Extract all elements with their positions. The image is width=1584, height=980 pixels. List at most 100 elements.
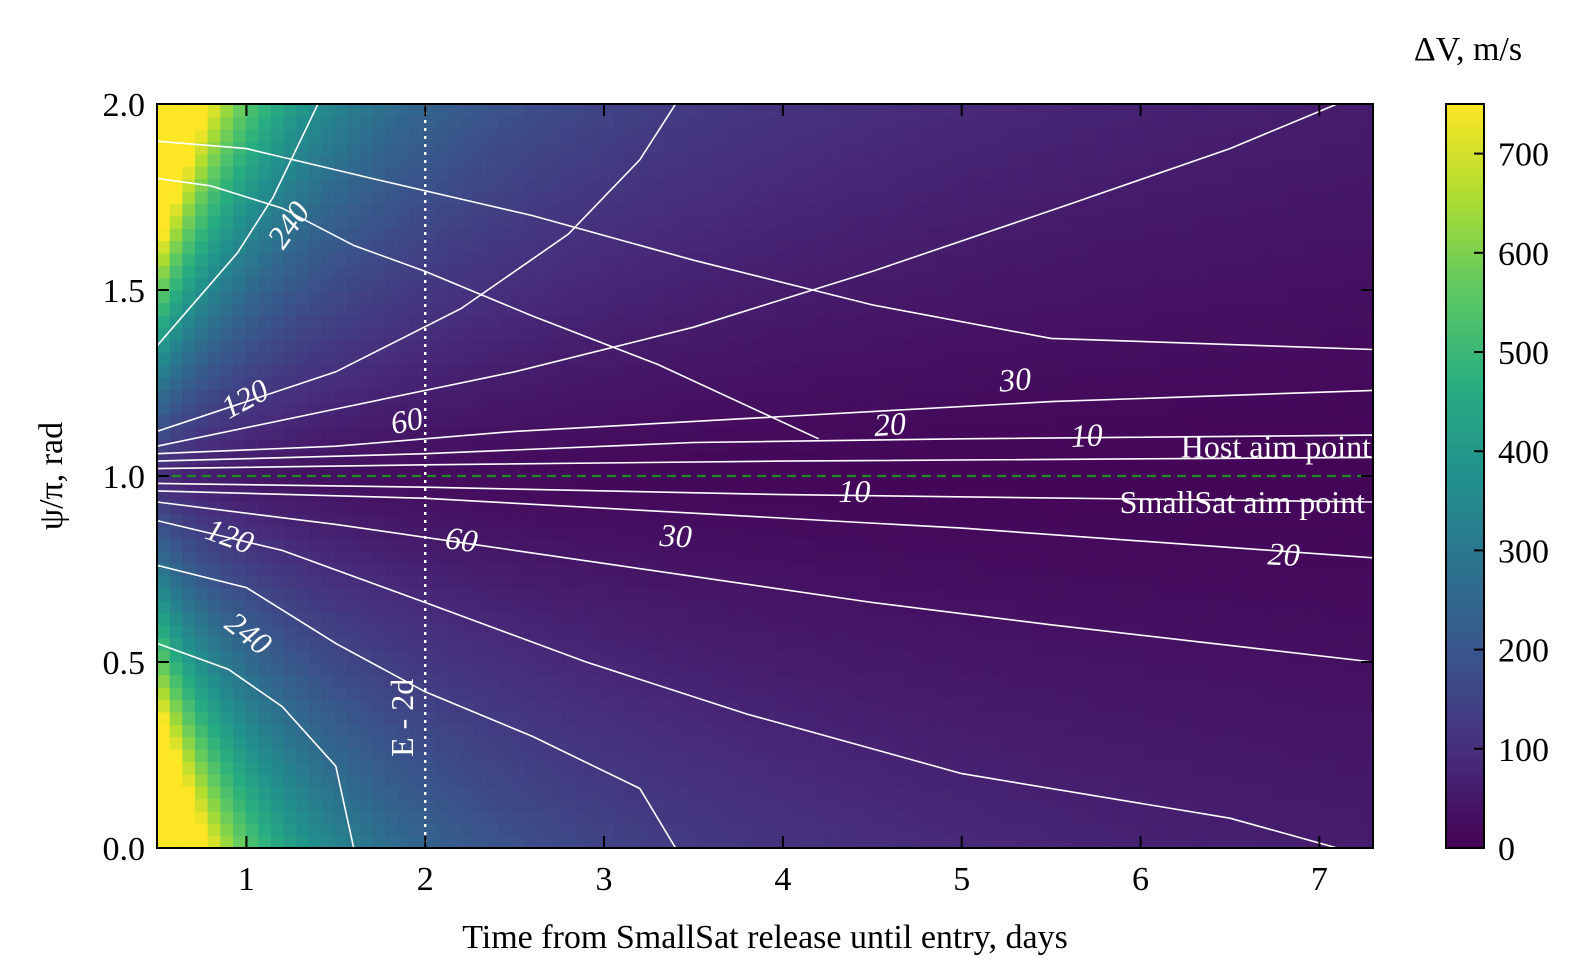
heatmap-cell xyxy=(638,327,652,341)
heatmap-cell xyxy=(296,798,310,812)
heatmap-cell xyxy=(410,215,424,229)
heatmap-cell xyxy=(511,649,526,663)
heatmap-cell xyxy=(701,364,716,378)
heatmap-cell xyxy=(537,600,551,614)
heatmap-cell xyxy=(803,339,817,353)
heatmap-cell xyxy=(942,525,956,539)
heatmap-cell xyxy=(853,314,868,328)
heatmap-cell xyxy=(321,128,336,142)
heatmap-cell xyxy=(1081,265,1096,279)
heatmap-cell xyxy=(1183,215,1197,229)
heatmap-cell xyxy=(537,141,551,155)
heatmap-cell xyxy=(891,550,906,564)
heatmap-cell xyxy=(271,314,285,328)
heatmap-cell xyxy=(613,649,627,663)
heatmap-cell xyxy=(955,277,969,291)
heatmap-cell xyxy=(1031,575,1045,589)
heatmap-cell xyxy=(537,228,551,242)
heatmap-cell xyxy=(638,835,652,848)
heatmap-cell xyxy=(1081,786,1096,800)
heatmap-cell xyxy=(524,761,538,775)
heatmap-cell xyxy=(891,513,906,527)
heatmap-cell xyxy=(1208,823,1222,837)
heatmap-cell xyxy=(727,302,741,316)
heatmap-cell xyxy=(575,463,589,477)
heatmap-cell xyxy=(866,550,880,564)
heatmap-cell xyxy=(347,724,361,738)
heatmap-cell xyxy=(651,538,665,552)
heatmap-cell xyxy=(372,215,386,229)
heatmap-cell xyxy=(879,252,893,266)
heatmap-cell xyxy=(904,190,918,204)
heatmap-cell xyxy=(815,352,830,366)
heatmap-cell xyxy=(853,674,868,688)
heatmap-cell xyxy=(1005,476,1020,490)
heatmap-cell xyxy=(739,686,754,700)
heatmap-cell xyxy=(714,562,728,576)
heatmap-cell xyxy=(1195,438,1210,452)
heatmap-cell xyxy=(271,352,285,366)
heatmap-cell xyxy=(689,798,703,812)
heatmap-cell xyxy=(1043,575,1058,589)
heatmap-cell xyxy=(1069,401,1083,415)
heatmap-cell xyxy=(1018,637,1032,651)
heatmap-cell xyxy=(866,339,880,353)
heatmap-cell xyxy=(917,823,931,837)
heatmap-cell xyxy=(296,302,310,316)
heatmap-cell xyxy=(486,786,500,800)
heatmap-cell xyxy=(993,252,1007,266)
heatmap-cell xyxy=(195,810,209,824)
heatmap-cell xyxy=(499,773,513,787)
heatmap-cell xyxy=(423,290,437,304)
heatmap-cell xyxy=(663,352,678,366)
heatmap-cell xyxy=(347,228,361,242)
heatmap-cell xyxy=(701,104,716,118)
heatmap-cell xyxy=(967,810,982,824)
heatmap-cell xyxy=(473,240,488,254)
heatmap-cell xyxy=(309,178,323,192)
heatmap-cell xyxy=(499,364,513,378)
heatmap-cell xyxy=(549,600,564,614)
heatmap-cell xyxy=(271,228,285,242)
heatmap-cell xyxy=(613,699,627,713)
heatmap-cell xyxy=(727,637,741,651)
heatmap-cell xyxy=(625,364,640,378)
heatmap-cell xyxy=(904,773,918,787)
heatmap-cell xyxy=(1170,153,1184,167)
heatmap-cell xyxy=(752,550,766,564)
heatmap-cell xyxy=(397,773,412,787)
heatmap-cell xyxy=(879,203,893,217)
heatmap-cell xyxy=(334,302,348,316)
heatmap-cell xyxy=(879,674,893,688)
heatmap-cell xyxy=(296,699,310,713)
heatmap-cell xyxy=(841,798,855,812)
heatmap-cell xyxy=(625,290,640,304)
heatmap-cell xyxy=(1081,389,1096,403)
heatmap-cell xyxy=(359,562,374,576)
heatmap-cell xyxy=(613,736,627,750)
heatmap-cell xyxy=(587,612,602,626)
heatmap-cell xyxy=(1208,699,1222,713)
heatmap-cell xyxy=(967,240,982,254)
heatmap-cell xyxy=(917,500,931,514)
heatmap-cell xyxy=(195,798,209,812)
heatmap-cell xyxy=(689,624,703,638)
heatmap-cell xyxy=(575,476,589,490)
heatmap-cell xyxy=(245,786,260,800)
heatmap-cell xyxy=(714,178,728,192)
heatmap-cell xyxy=(1043,538,1058,552)
heatmap-cell xyxy=(993,414,1007,428)
heatmap-cell xyxy=(1005,414,1020,428)
heatmap-cell xyxy=(397,290,412,304)
heatmap-cell xyxy=(271,810,285,824)
heatmap-cell xyxy=(575,376,589,390)
heatmap-cell xyxy=(562,562,576,576)
heatmap-cell xyxy=(841,265,855,279)
heatmap-cell xyxy=(815,761,830,775)
heatmap-cell xyxy=(701,674,716,688)
heatmap-cell xyxy=(562,203,576,217)
heatmap-cell xyxy=(524,562,538,576)
heatmap-cell xyxy=(1056,711,1070,725)
heatmap-cell xyxy=(169,128,184,142)
heatmap-cell xyxy=(651,116,665,130)
